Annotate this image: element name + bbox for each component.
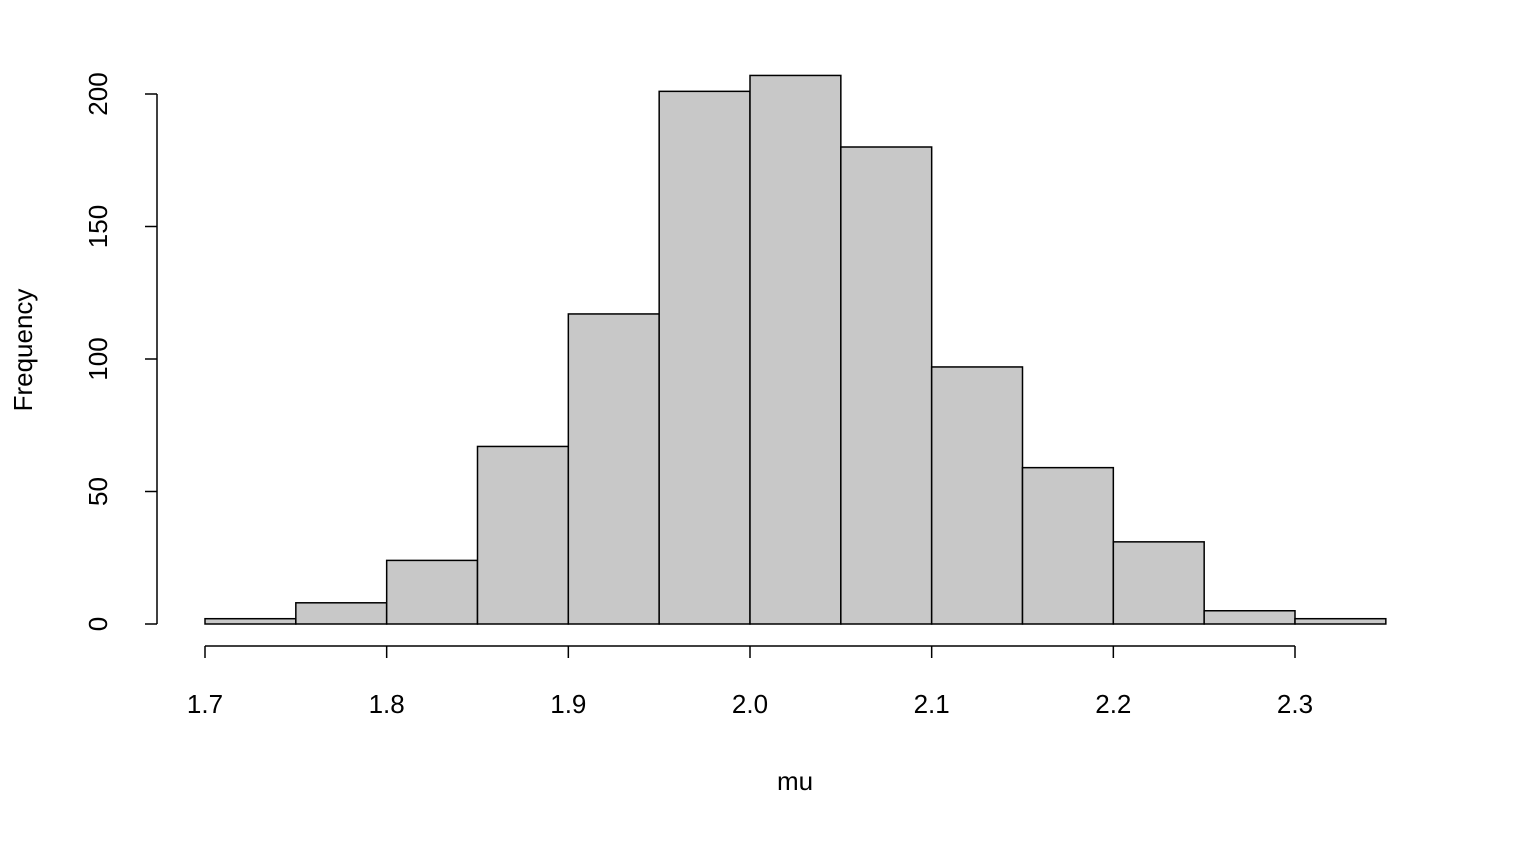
y-tick-label: 150	[83, 205, 113, 248]
bar	[1203, 610, 1296, 625]
x-axis-label: mu	[777, 766, 813, 796]
bar	[1021, 466, 1115, 625]
x-tick-label: 2.1	[914, 689, 950, 719]
bar	[840, 146, 933, 625]
bar	[658, 90, 751, 625]
bar	[1294, 617, 1387, 625]
bar	[385, 559, 479, 625]
bar	[1112, 541, 1205, 625]
bar	[476, 445, 570, 625]
x-tick-label: 2.3	[1277, 689, 1313, 719]
bar	[295, 602, 388, 625]
y-tick-label: 50	[83, 477, 113, 506]
x-tick-label: 1.9	[550, 689, 586, 719]
y-tick-label: 0	[83, 617, 113, 631]
x-tick-label: 2.2	[1095, 689, 1131, 719]
y-tick-label: 200	[83, 72, 113, 115]
bar	[204, 617, 297, 625]
x-tick-label: 1.8	[369, 689, 405, 719]
y-tick-label: 100	[83, 337, 113, 380]
x-tick-label: 2.0	[732, 689, 768, 719]
bar	[749, 74, 842, 625]
bar	[567, 313, 660, 625]
x-tick-label: 1.7	[187, 689, 223, 719]
bar	[930, 366, 1024, 625]
y-axis-label: Frequency	[8, 289, 38, 412]
